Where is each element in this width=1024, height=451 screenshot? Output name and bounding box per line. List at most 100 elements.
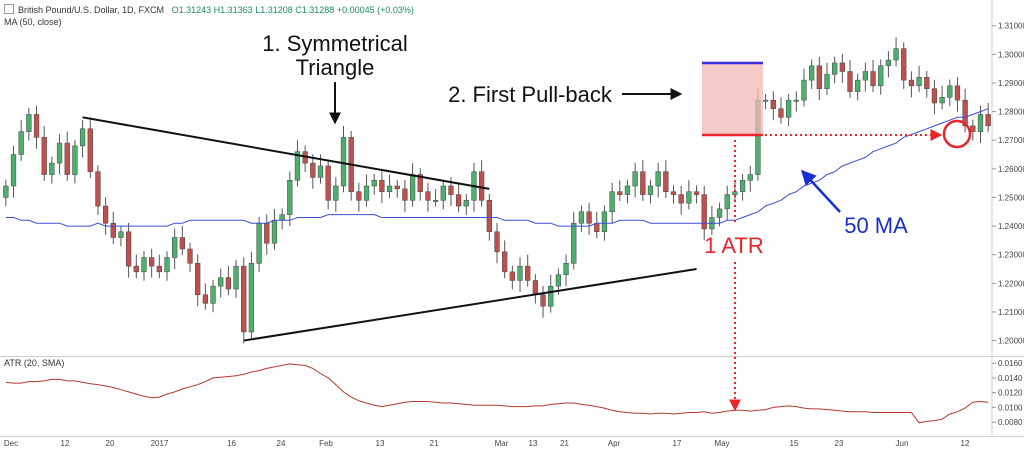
candle-body <box>172 237 178 258</box>
candle-body <box>225 277 232 290</box>
candle-body <box>517 265 523 281</box>
candle-body <box>578 211 585 224</box>
candle-body <box>10 154 17 187</box>
candle-body <box>716 208 723 218</box>
candle-body <box>609 191 615 213</box>
candle-body <box>386 185 393 192</box>
triangle-trendline <box>82 116 490 190</box>
candle-body <box>870 71 876 87</box>
candle-body <box>809 65 815 81</box>
time-tick-label: 12 <box>961 439 970 448</box>
candle-body <box>724 194 730 210</box>
candle-body <box>325 165 331 201</box>
pullback-label: 2. First Pull-back <box>448 82 613 107</box>
ma-label: 50 MA <box>844 213 908 238</box>
price-tick-label: 1.30000 <box>998 50 1024 59</box>
candle-body <box>947 85 953 98</box>
candle-body <box>87 128 93 172</box>
candle-body <box>962 99 968 127</box>
candle-body <box>770 99 776 109</box>
candle-body <box>747 174 753 181</box>
candle-body <box>233 265 239 290</box>
candle-body <box>885 59 892 67</box>
candle-body <box>617 191 623 195</box>
time-tick-label: 21 <box>430 439 439 448</box>
candle-body <box>878 65 884 87</box>
time-tick-label: 24 <box>277 439 286 448</box>
candle-body <box>762 99 769 102</box>
candle-body <box>509 271 515 281</box>
candle-body <box>686 191 692 204</box>
candle-body <box>156 265 162 273</box>
candle-body <box>693 191 700 195</box>
candle-body <box>287 180 293 215</box>
candle-body <box>294 151 301 181</box>
candle-body <box>647 185 654 195</box>
candle-body <box>839 62 845 72</box>
candle-body <box>924 76 930 89</box>
candle-body <box>179 237 185 250</box>
candle-body <box>901 48 907 81</box>
time-tick-label: Feb <box>319 439 333 448</box>
candle-body <box>141 257 147 273</box>
price-tick-label: 1.26000 <box>998 165 1024 174</box>
candle-body <box>701 194 707 230</box>
candle-body <box>532 280 539 296</box>
price-tick-label: 1.23000 <box>998 251 1024 260</box>
candle-body <box>624 185 631 195</box>
candle-body <box>394 185 400 190</box>
candle-body <box>540 294 546 307</box>
candle-body <box>56 142 63 164</box>
time-tick-label: 13 <box>376 439 385 448</box>
candle-body <box>379 180 385 192</box>
candle-body <box>678 194 684 204</box>
time-tick-label: 2017 <box>151 439 169 448</box>
candle-body <box>195 263 201 296</box>
candle-body <box>279 214 285 221</box>
candle-body <box>264 222 270 244</box>
candle-body <box>816 65 822 89</box>
candle-body <box>363 185 370 201</box>
candle-body <box>202 294 209 304</box>
candle-body <box>210 285 216 304</box>
time-tick-label: Jun <box>896 439 909 448</box>
candle-body <box>486 200 492 233</box>
candle-body <box>916 76 922 87</box>
candle-body <box>732 191 738 195</box>
candle-body <box>479 171 485 201</box>
candle-body <box>571 222 577 264</box>
atr-series <box>5 363 989 424</box>
candle-body <box>555 274 562 287</box>
candle-body <box>256 222 262 264</box>
atr-legend[interactable]: ATR (20, SMA) <box>4 358 64 368</box>
candle-body <box>463 200 469 207</box>
candle-body <box>26 114 32 132</box>
atr-tick-label: 0.0100 <box>998 403 1023 412</box>
candle-body <box>64 142 70 175</box>
collapse-icon[interactable] <box>4 4 14 14</box>
candle-body <box>3 185 9 198</box>
price-tick-label: 1.24000 <box>998 222 1024 231</box>
candle-body <box>594 222 600 233</box>
price-tick-label: 1.28000 <box>998 108 1024 117</box>
ma-legend-label: MA (50, close) <box>4 17 62 27</box>
candle-body <box>102 205 109 224</box>
candle-body <box>985 114 991 127</box>
candle-body <box>310 162 316 178</box>
candle-body <box>739 180 746 192</box>
candle-body <box>670 191 677 195</box>
candle-body <box>939 97 945 104</box>
change-value: +0.00045 (+0.03%) <box>336 5 414 15</box>
time-tick-label: 17 <box>673 439 682 448</box>
candle-body <box>824 74 830 89</box>
candle-body <box>409 174 416 201</box>
time-tick-label: 21 <box>560 439 569 448</box>
candle-body <box>663 171 669 192</box>
ma-legend[interactable]: MA (50, close) <box>4 17 62 27</box>
time-tick-label: 12 <box>61 439 70 448</box>
candle-body <box>18 131 24 155</box>
candle-body <box>33 114 40 138</box>
candle-body <box>586 211 592 224</box>
